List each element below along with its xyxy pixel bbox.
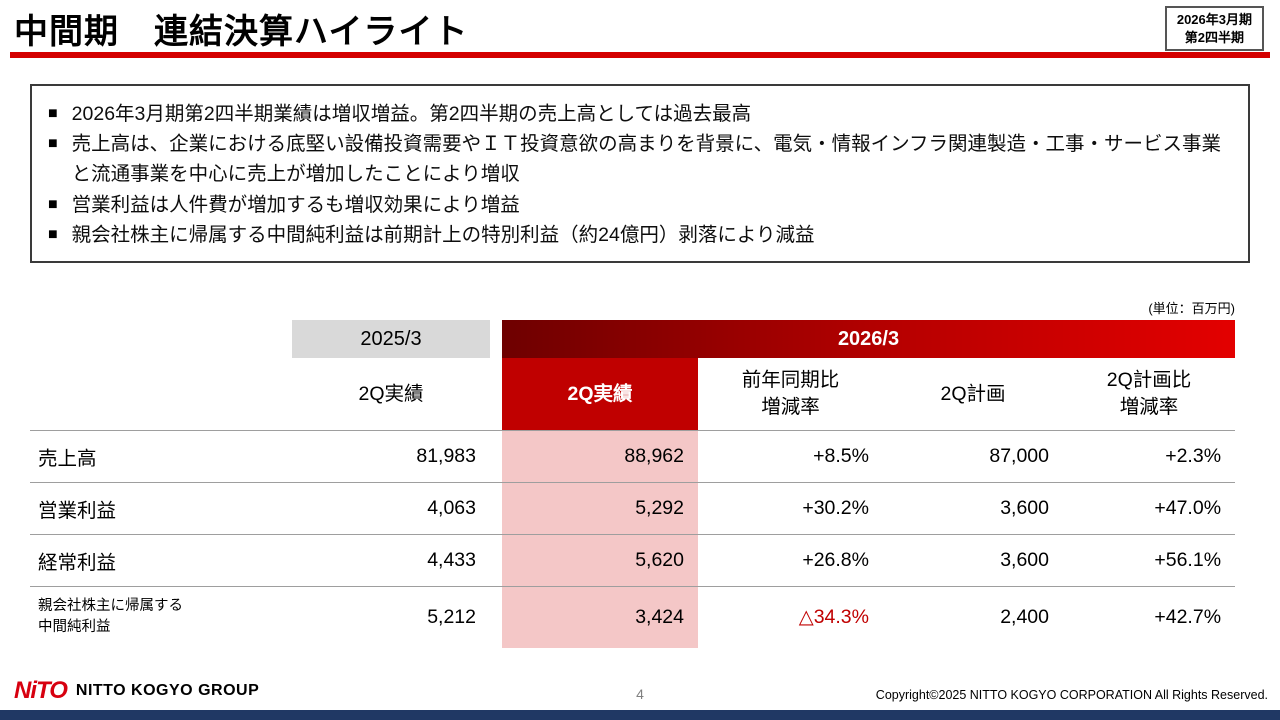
col-header-vs-plan-change: 2Q計画比 増減率 xyxy=(1106,369,1192,418)
highlight-text: 2026年3月期第2四半期業績は増収増益。第2四半期の売上高としては過去最高 xyxy=(71,103,752,125)
title-underline-bar xyxy=(10,52,1270,58)
col-group-2025-3: 2025/3 xyxy=(292,320,490,358)
yoy-change-value-negative: △34.3% xyxy=(698,585,883,648)
yoy-change-value: +8.5% xyxy=(698,429,883,482)
yoy-change-value: +26.8% xyxy=(698,533,883,586)
col-header-yoy-change: 前年同期比 増減率 xyxy=(741,369,840,418)
row-label: 営業利益 xyxy=(30,481,292,534)
col-header-2q-plan: 2Q計画 xyxy=(940,382,1006,405)
bullet-square-icon: ■ xyxy=(48,195,58,213)
highlight-item: ■ 営業利益は人件費が増加するも増収効果により増益 xyxy=(48,190,1232,220)
spacer-cell xyxy=(490,481,502,534)
financial-table: 2025/3 2026/3 2Q実績 2Q実績 前年同期比 増減率 2Q計画 2… xyxy=(30,320,1236,648)
table-row-ordinary-income: 経常利益 4,433 5,620 +26.8% 3,600 +56.1% xyxy=(30,533,1236,586)
table-row-net-sales: 売上高 81,983 88,962 +8.5% 87,000 +2.3% xyxy=(30,429,1236,482)
yoy-change-value: +30.2% xyxy=(698,481,883,534)
spacer-cell xyxy=(490,533,502,586)
prev-actual-value: 4,433 xyxy=(292,533,490,586)
highlight-text: 売上高は、企業における底堅い設備投資需要やＩＴ投資意欲の高まりを背景に、電気・情… xyxy=(71,133,1222,186)
highlight-text: 営業利益は人件費が増加するも増収効果により増益 xyxy=(71,193,520,216)
table-row-interim-net-income: 親会社株主に帰属する 中間純利益 5,212 3,424 △34.3% 2,40… xyxy=(30,585,1236,648)
spacer-cell xyxy=(30,358,292,430)
spacer-cell xyxy=(30,320,292,358)
spacer-cell xyxy=(490,358,502,430)
curr-actual-value: 5,620 xyxy=(502,533,698,586)
col-header-curr-2q-actual: 2Q実績 xyxy=(502,358,698,430)
table-group-header-row: 2025/3 2026/3 xyxy=(30,320,1236,358)
curr-actual-value: 5,292 xyxy=(502,481,698,534)
logo-group-text: NITTO KOGYO GROUP xyxy=(75,682,260,699)
period-box-line1: 2026年3月期 xyxy=(1176,12,1252,27)
bullet-square-icon: ■ xyxy=(48,105,58,122)
plan-value: 3,600 xyxy=(883,533,1063,586)
vs-plan-change-value: +42.7% xyxy=(1063,585,1236,648)
spacer-cell xyxy=(490,320,502,358)
table-row-operating-income: 営業利益 4,063 5,292 +30.2% 3,600 +47.0% xyxy=(30,481,1236,534)
highlight-item: ■ 売上高は、企業における底堅い設備投資需要やＩＴ投資意欲の高まりを背景に、電気… xyxy=(48,129,1232,189)
row-label: 親会社株主に帰属する 中間純利益 xyxy=(30,585,292,648)
prev-actual-value: 81,983 xyxy=(292,429,490,482)
row-label: 売上高 xyxy=(30,429,292,482)
copyright-text: Copyright©2025 NITTO KOGYO CORPORATION A… xyxy=(867,688,1268,702)
row-label: 経常利益 xyxy=(30,533,292,586)
col-group-2026-3: 2026/3 xyxy=(502,320,1236,358)
spacer-cell xyxy=(490,585,502,648)
unit-label: (単位：百万円) xyxy=(1148,301,1235,316)
highlight-item: ■ 2026年3月期第2四半期業績は増収増益。第2四半期の売上高としては過去最高 xyxy=(48,99,1232,129)
period-box-line2: 第2四半期 xyxy=(1184,29,1245,45)
vs-plan-change-value: +47.0% xyxy=(1063,481,1236,534)
period-box: 2026年3月期 第2四半期 xyxy=(1164,6,1264,52)
highlight-item: ■ 親会社株主に帰属する中間純利益は前期計上の特別利益（約24億円）剥落により減… xyxy=(48,220,1232,250)
vs-plan-change-value: +2.3% xyxy=(1063,429,1236,482)
curr-actual-value: 3,424 xyxy=(502,585,698,648)
nito-logo-icon: NiTO xyxy=(14,677,68,704)
curr-actual-value: 88,962 xyxy=(502,429,698,482)
highlights-box: ■ 2026年3月期第2四半期業績は増収増益。第2四半期の売上高としては過去最高… xyxy=(30,84,1250,264)
vs-plan-change-value: +56.1% xyxy=(1063,533,1236,586)
plan-value: 87,000 xyxy=(883,429,1063,482)
page-number: 4 xyxy=(636,686,644,702)
plan-value: 2,400 xyxy=(883,585,1063,648)
spacer-cell xyxy=(490,429,502,482)
prev-actual-value: 4,063 xyxy=(292,481,490,534)
bullet-square-icon: ■ xyxy=(48,225,58,243)
page-title: 中間期 連結決算ハイライト xyxy=(14,13,469,51)
company-logo: NiTO NITTO KOGYO GROUP xyxy=(14,679,259,703)
col-header-prev-2q-actual: 2Q実績 xyxy=(358,382,424,405)
prev-actual-value: 5,212 xyxy=(292,585,490,648)
highlight-text: 親会社株主に帰属する中間純利益は前期計上の特別利益（約24億円）剥落により減益 xyxy=(71,223,815,246)
footer-accent-bar xyxy=(0,710,1280,720)
bullet-square-icon: ■ xyxy=(48,135,58,153)
table-subheader-row: 2Q実績 2Q実績 前年同期比 増減率 2Q計画 2Q計画比 増減率 xyxy=(30,358,1235,430)
plan-value: 3,600 xyxy=(883,481,1063,534)
